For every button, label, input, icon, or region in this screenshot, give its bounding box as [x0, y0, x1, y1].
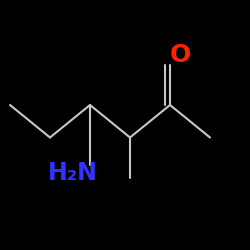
Text: H₂N: H₂N: [48, 160, 98, 184]
Text: O: O: [170, 43, 191, 67]
